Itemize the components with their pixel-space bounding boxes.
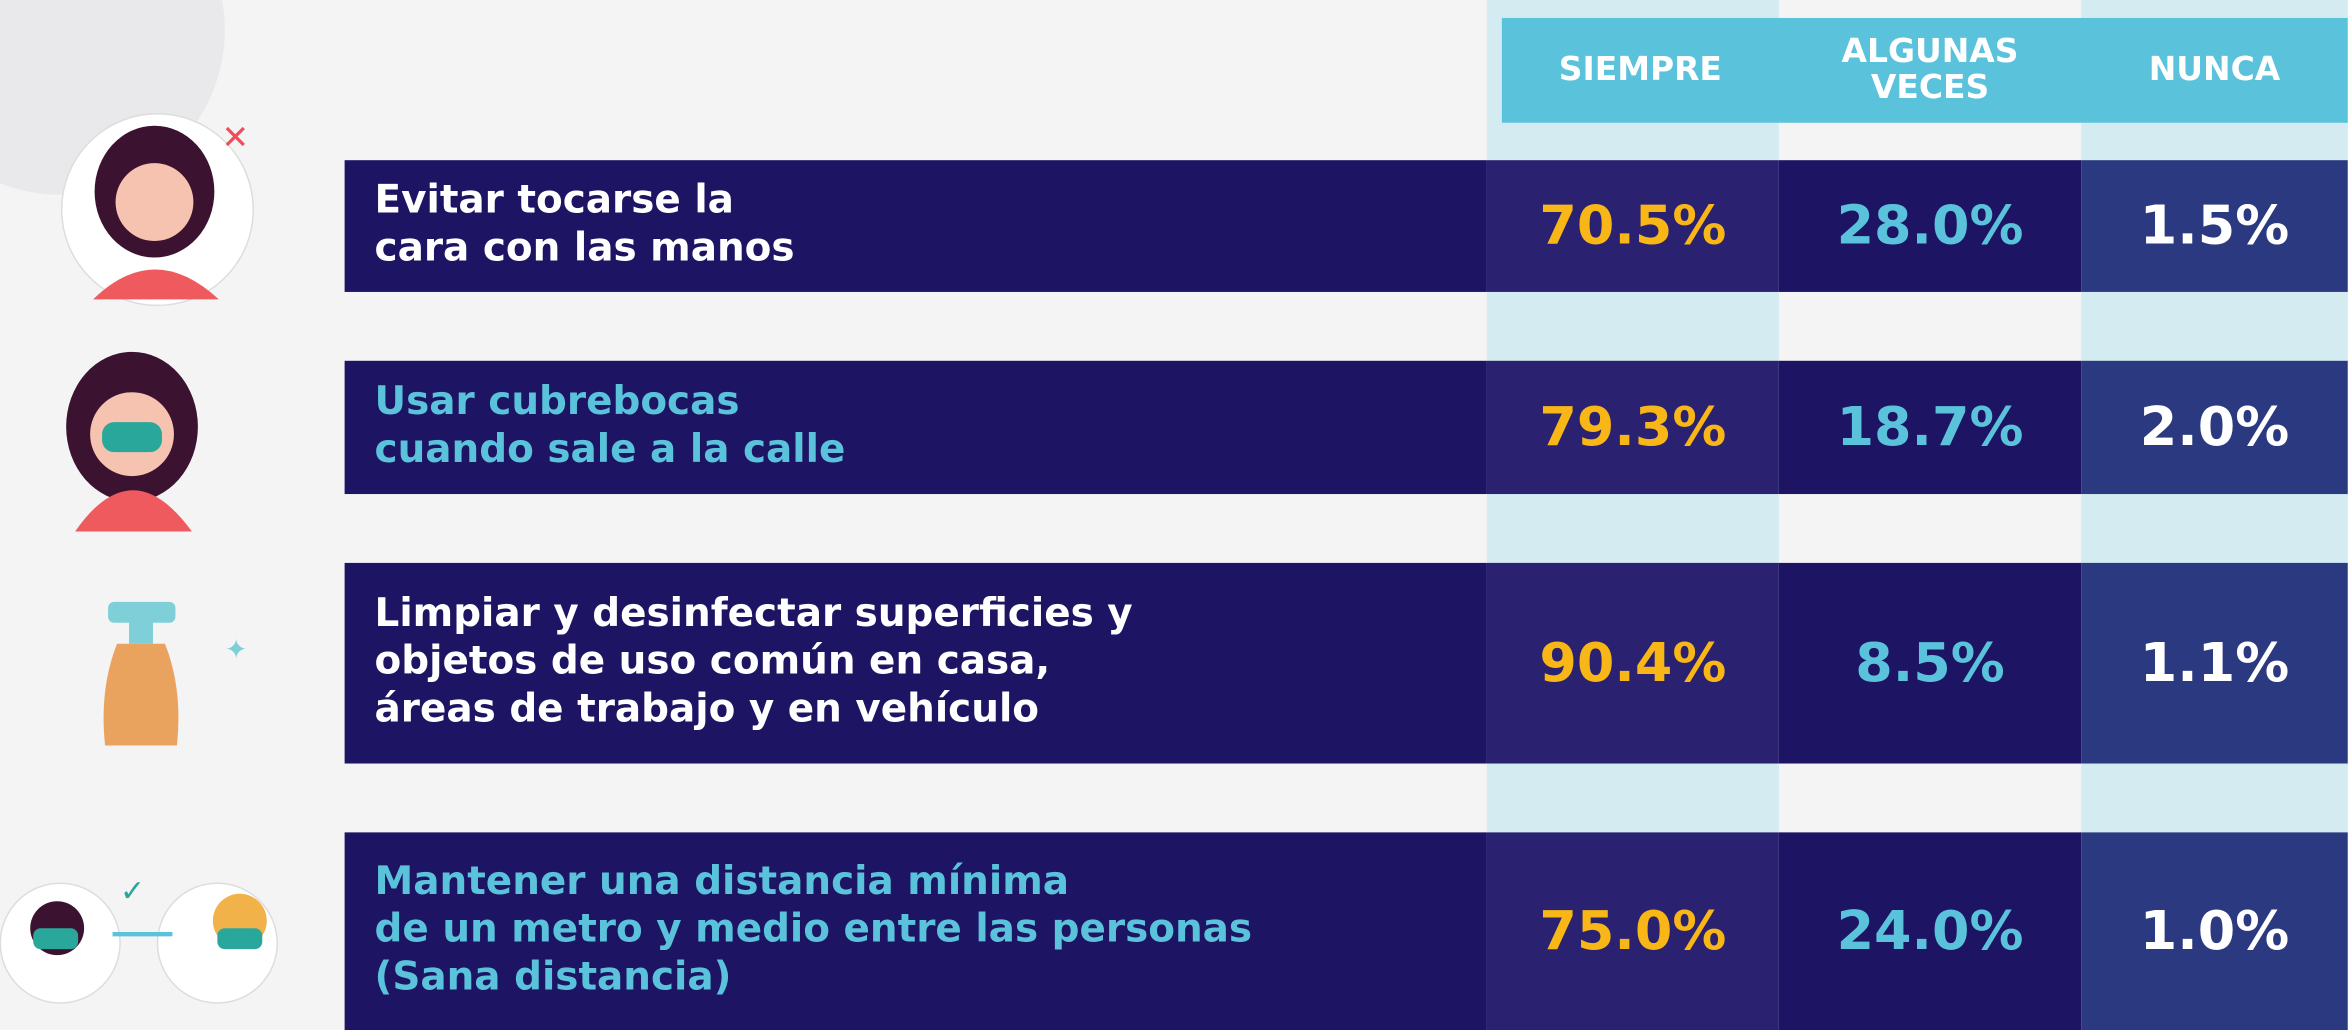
- row-label: (Sana distancia): [375, 955, 732, 1000]
- value-cell: [1778, 832, 2082, 1030]
- row-label: cara con las manos: [375, 226, 795, 271]
- column-header: SIEMPRE: [1559, 49, 1722, 88]
- value-cell: [2081, 160, 2348, 292]
- column-header: ALGUNAS: [1842, 31, 2019, 70]
- row-label: objetos de uso común en casa,: [375, 639, 1051, 684]
- row-label-box: [344, 160, 1487, 292]
- value-cell: [2081, 360, 2348, 495]
- value-cell: [1486, 160, 1779, 292]
- svg-text:✕: ✕: [222, 118, 250, 157]
- value: 28.0%: [1837, 194, 2024, 257]
- row-label-box: [344, 832, 1487, 1030]
- value-cell: [1486, 562, 1779, 764]
- value: 8.5%: [1855, 631, 2004, 694]
- icon-face-mask: [66, 351, 198, 532]
- row-label-box: [344, 360, 1487, 495]
- row-label: Mantener una distancia mínima: [375, 859, 1069, 904]
- value: 2.0%: [2140, 395, 2289, 458]
- value-cell: [2081, 562, 2348, 764]
- value-cell: [2081, 832, 2348, 1030]
- column-header: NUNCA: [2149, 49, 2281, 88]
- value: 90.4%: [1539, 631, 1726, 694]
- icon-distance: ✓: [0, 874, 278, 1004]
- value-cell: [1778, 562, 2082, 764]
- header-bar: [1501, 17, 2348, 123]
- row-label-box: [344, 562, 1487, 764]
- value: 1.1%: [2140, 631, 2289, 694]
- row-label: áreas de trabajo y en vehículo: [375, 687, 1039, 732]
- column-header: VECES: [1871, 67, 1989, 106]
- value-cell: [1778, 160, 2082, 292]
- svg-text:✓: ✓: [120, 874, 145, 909]
- value: 79.3%: [1539, 395, 1726, 458]
- value: 18.7%: [1837, 395, 2024, 458]
- value: 24.0%: [1837, 899, 2024, 962]
- value-cell: [1778, 360, 2082, 495]
- svg-text:✦: ✦: [225, 635, 248, 666]
- value: 1.5%: [2140, 194, 2289, 257]
- row-label: de un metro y medio entre las personas: [375, 907, 1253, 952]
- icon-face-touch: ✕: [60, 113, 255, 307]
- value: 1.0%: [2140, 899, 2289, 962]
- row-label: cuando sale a la calle: [375, 427, 846, 472]
- row-label: Usar cubrebocas: [375, 379, 740, 424]
- value-cell: [1486, 832, 1779, 1030]
- value-cell: [1486, 360, 1779, 495]
- icon-spray: ✦: [103, 601, 248, 746]
- row-label: Limpiar y desinfectar superficies y: [375, 591, 1133, 636]
- value: 75.0%: [1539, 899, 1726, 962]
- row-label: Evitar tocarse la: [375, 178, 734, 223]
- value: 70.5%: [1539, 194, 1726, 257]
